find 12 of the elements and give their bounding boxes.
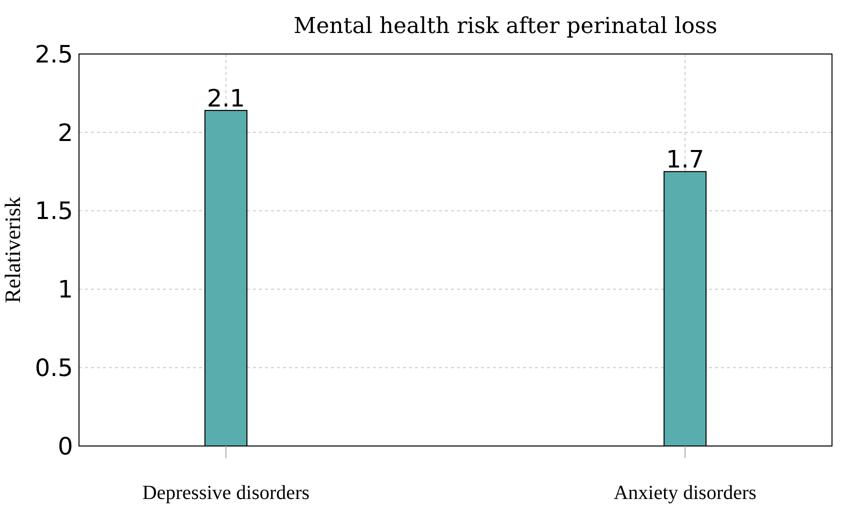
y-tick-label: 1.5 — [34, 197, 73, 226]
x-tick-label: Anxiety disorders — [614, 482, 757, 504]
chart-title: Mental health risk after perinatal loss — [294, 14, 718, 39]
y-tick-label: 2.5 — [34, 40, 73, 68]
data-label: 2.1 — [206, 84, 246, 112]
data-label: 1.7 — [666, 146, 704, 174]
y-axis-title: Relativerisk — [0, 196, 25, 304]
y-tick-label: 2 — [58, 118, 73, 147]
y-tick-label: 1 — [58, 276, 73, 304]
x-tick-label: Depressive disorders — [142, 482, 310, 504]
y-tick-label: 0.5 — [34, 354, 73, 382]
y-tick-label: 0 — [58, 432, 73, 460]
